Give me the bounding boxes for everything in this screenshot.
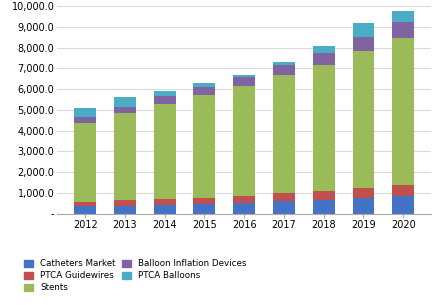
Bar xyxy=(194,204,215,213)
Bar xyxy=(194,87,215,95)
Bar xyxy=(74,202,96,206)
Legend: Catheters Market, PTCA Guidewires, Stents, Balloon Inflation Devices, PTCA Ballo: Catheters Market, PTCA Guidewires, Stent… xyxy=(24,259,247,292)
Bar xyxy=(154,104,176,199)
Bar xyxy=(74,117,96,123)
Bar xyxy=(154,199,176,205)
Bar xyxy=(313,200,335,214)
Bar xyxy=(194,95,215,198)
Bar xyxy=(392,22,414,38)
Bar xyxy=(194,83,215,87)
Bar xyxy=(233,196,255,203)
Bar xyxy=(273,65,295,75)
Bar xyxy=(194,198,215,204)
Bar xyxy=(233,77,255,86)
Bar xyxy=(273,75,295,193)
Bar xyxy=(352,188,374,198)
Bar xyxy=(273,62,295,65)
Bar xyxy=(233,74,255,77)
Bar xyxy=(154,205,176,213)
Bar xyxy=(114,97,136,107)
Bar xyxy=(233,86,255,196)
Bar xyxy=(74,206,96,213)
Bar xyxy=(352,23,374,38)
Bar xyxy=(352,198,374,213)
Bar xyxy=(273,201,295,213)
Bar xyxy=(313,45,335,53)
Bar xyxy=(154,91,176,96)
Bar xyxy=(273,193,295,201)
Bar xyxy=(114,113,136,200)
Bar xyxy=(392,185,414,196)
Bar xyxy=(154,96,176,104)
Bar xyxy=(352,38,374,51)
Bar xyxy=(114,200,136,206)
Bar xyxy=(313,191,335,200)
Bar xyxy=(313,53,335,65)
Bar xyxy=(74,108,96,117)
Bar xyxy=(352,51,374,188)
Bar xyxy=(233,203,255,214)
Bar xyxy=(392,11,414,22)
Bar xyxy=(313,65,335,191)
Bar xyxy=(392,38,414,185)
Bar xyxy=(74,123,96,202)
Bar xyxy=(114,107,136,113)
Bar xyxy=(114,206,136,214)
Bar xyxy=(392,196,414,214)
